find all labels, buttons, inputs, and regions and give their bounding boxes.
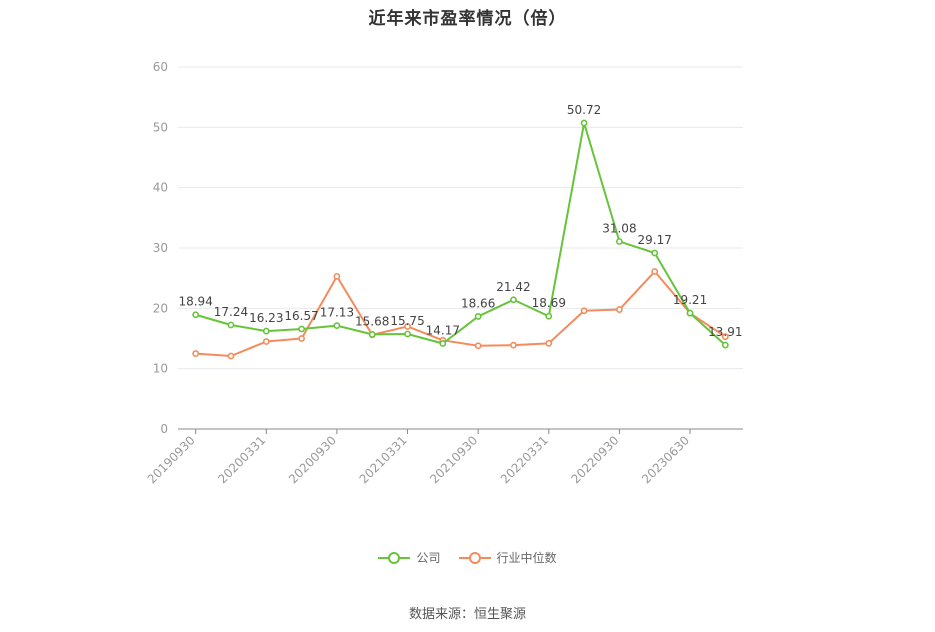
- data-label: 17.13: [320, 306, 354, 320]
- x-tick-label: 20220930: [568, 433, 621, 486]
- data-point-industry[interactable]: [262, 338, 270, 345]
- data-point-company[interactable]: [616, 238, 623, 245]
- data-point-industry[interactable]: [298, 335, 305, 342]
- series-line-company: [195, 121, 727, 346]
- data-point-industry[interactable]: [227, 352, 235, 360]
- y-tick-label: 20: [153, 301, 168, 315]
- x-tick-label: 20210331: [357, 433, 410, 486]
- y-tick-label: 60: [153, 60, 168, 74]
- data-point-company[interactable]: [368, 330, 376, 338]
- data-point-industry[interactable]: [404, 323, 411, 330]
- data-point-company[interactable]: [404, 330, 411, 338]
- x-tick-label: 20200331: [215, 433, 268, 486]
- data-point-industry[interactable]: [651, 268, 659, 275]
- data-point-company[interactable]: [227, 321, 235, 329]
- legend-item-company[interactable]: 公司: [378, 549, 441, 566]
- data-label: 16.23: [249, 311, 283, 325]
- data-point-company[interactable]: [580, 119, 588, 127]
- legend-swatch-industry: [458, 551, 491, 564]
- data-label: 19.21: [673, 293, 707, 307]
- y-tick-label: 40: [153, 181, 168, 195]
- x-tick-label: 20210930: [427, 433, 480, 486]
- data-label: 13.91: [708, 325, 742, 339]
- data-label: 18.66: [461, 296, 495, 310]
- data-point-company[interactable]: [192, 311, 200, 319]
- data-point-company[interactable]: [721, 341, 729, 349]
- data-point-industry[interactable]: [580, 307, 588, 315]
- data-label: 50.72: [567, 103, 601, 117]
- y-tick-label: 0: [160, 422, 168, 436]
- data-point-company[interactable]: [545, 312, 553, 320]
- data-point-company[interactable]: [262, 327, 270, 335]
- data-label: 18.94: [178, 295, 212, 309]
- data-point-company[interactable]: [333, 322, 341, 330]
- data-label: 18.69: [532, 296, 566, 310]
- data-label: 14.17: [426, 324, 460, 338]
- data-label: 21.42: [496, 280, 530, 294]
- data-point-industry[interactable]: [333, 272, 341, 280]
- data-point-industry[interactable]: [510, 341, 517, 349]
- data-point-company[interactable]: [439, 340, 447, 347]
- legend: 公司 行业中位数: [0, 549, 935, 566]
- data-point-company[interactable]: [651, 249, 659, 257]
- x-tick-label: 20200930: [286, 433, 339, 486]
- legend-swatch-company: [378, 551, 411, 564]
- x-tick-label: 20190930: [145, 433, 198, 486]
- data-label: 15.68: [355, 314, 389, 328]
- x-tick-label: 20220331: [498, 433, 551, 486]
- series-line-industry: [195, 270, 726, 357]
- chart-title: 近年来市盈率情况（倍）: [368, 9, 567, 29]
- data-source: 数据来源：恒生聚源: [408, 607, 526, 622]
- data-point-company[interactable]: [474, 313, 482, 320]
- data-point-industry[interactable]: [545, 339, 553, 347]
- y-tick-label: 30: [153, 241, 168, 255]
- data-point-company[interactable]: [686, 309, 694, 317]
- data-point-industry[interactable]: [474, 342, 482, 350]
- data-label: 31.08: [602, 221, 636, 235]
- y-tick-label: 50: [153, 120, 168, 134]
- data-label: 16.57: [284, 309, 318, 323]
- legend-label-industry: 行业中位数: [496, 551, 557, 565]
- x-tick-label: 20230630: [639, 433, 692, 486]
- legend-label-company: 公司: [416, 551, 441, 565]
- data-point-industry[interactable]: [721, 333, 729, 341]
- data-label: 15.75: [390, 314, 424, 328]
- data-label: 17.24: [214, 305, 248, 319]
- data-point-company[interactable]: [510, 296, 517, 304]
- data-label: 29.17: [638, 233, 672, 247]
- data-point-industry[interactable]: [192, 350, 200, 357]
- data-point-company[interactable]: [298, 325, 305, 333]
- y-tick-label: 10: [153, 362, 168, 376]
- data-point-industry[interactable]: [616, 306, 623, 313]
- legend-item-industry[interactable]: 行业中位数: [458, 549, 557, 566]
